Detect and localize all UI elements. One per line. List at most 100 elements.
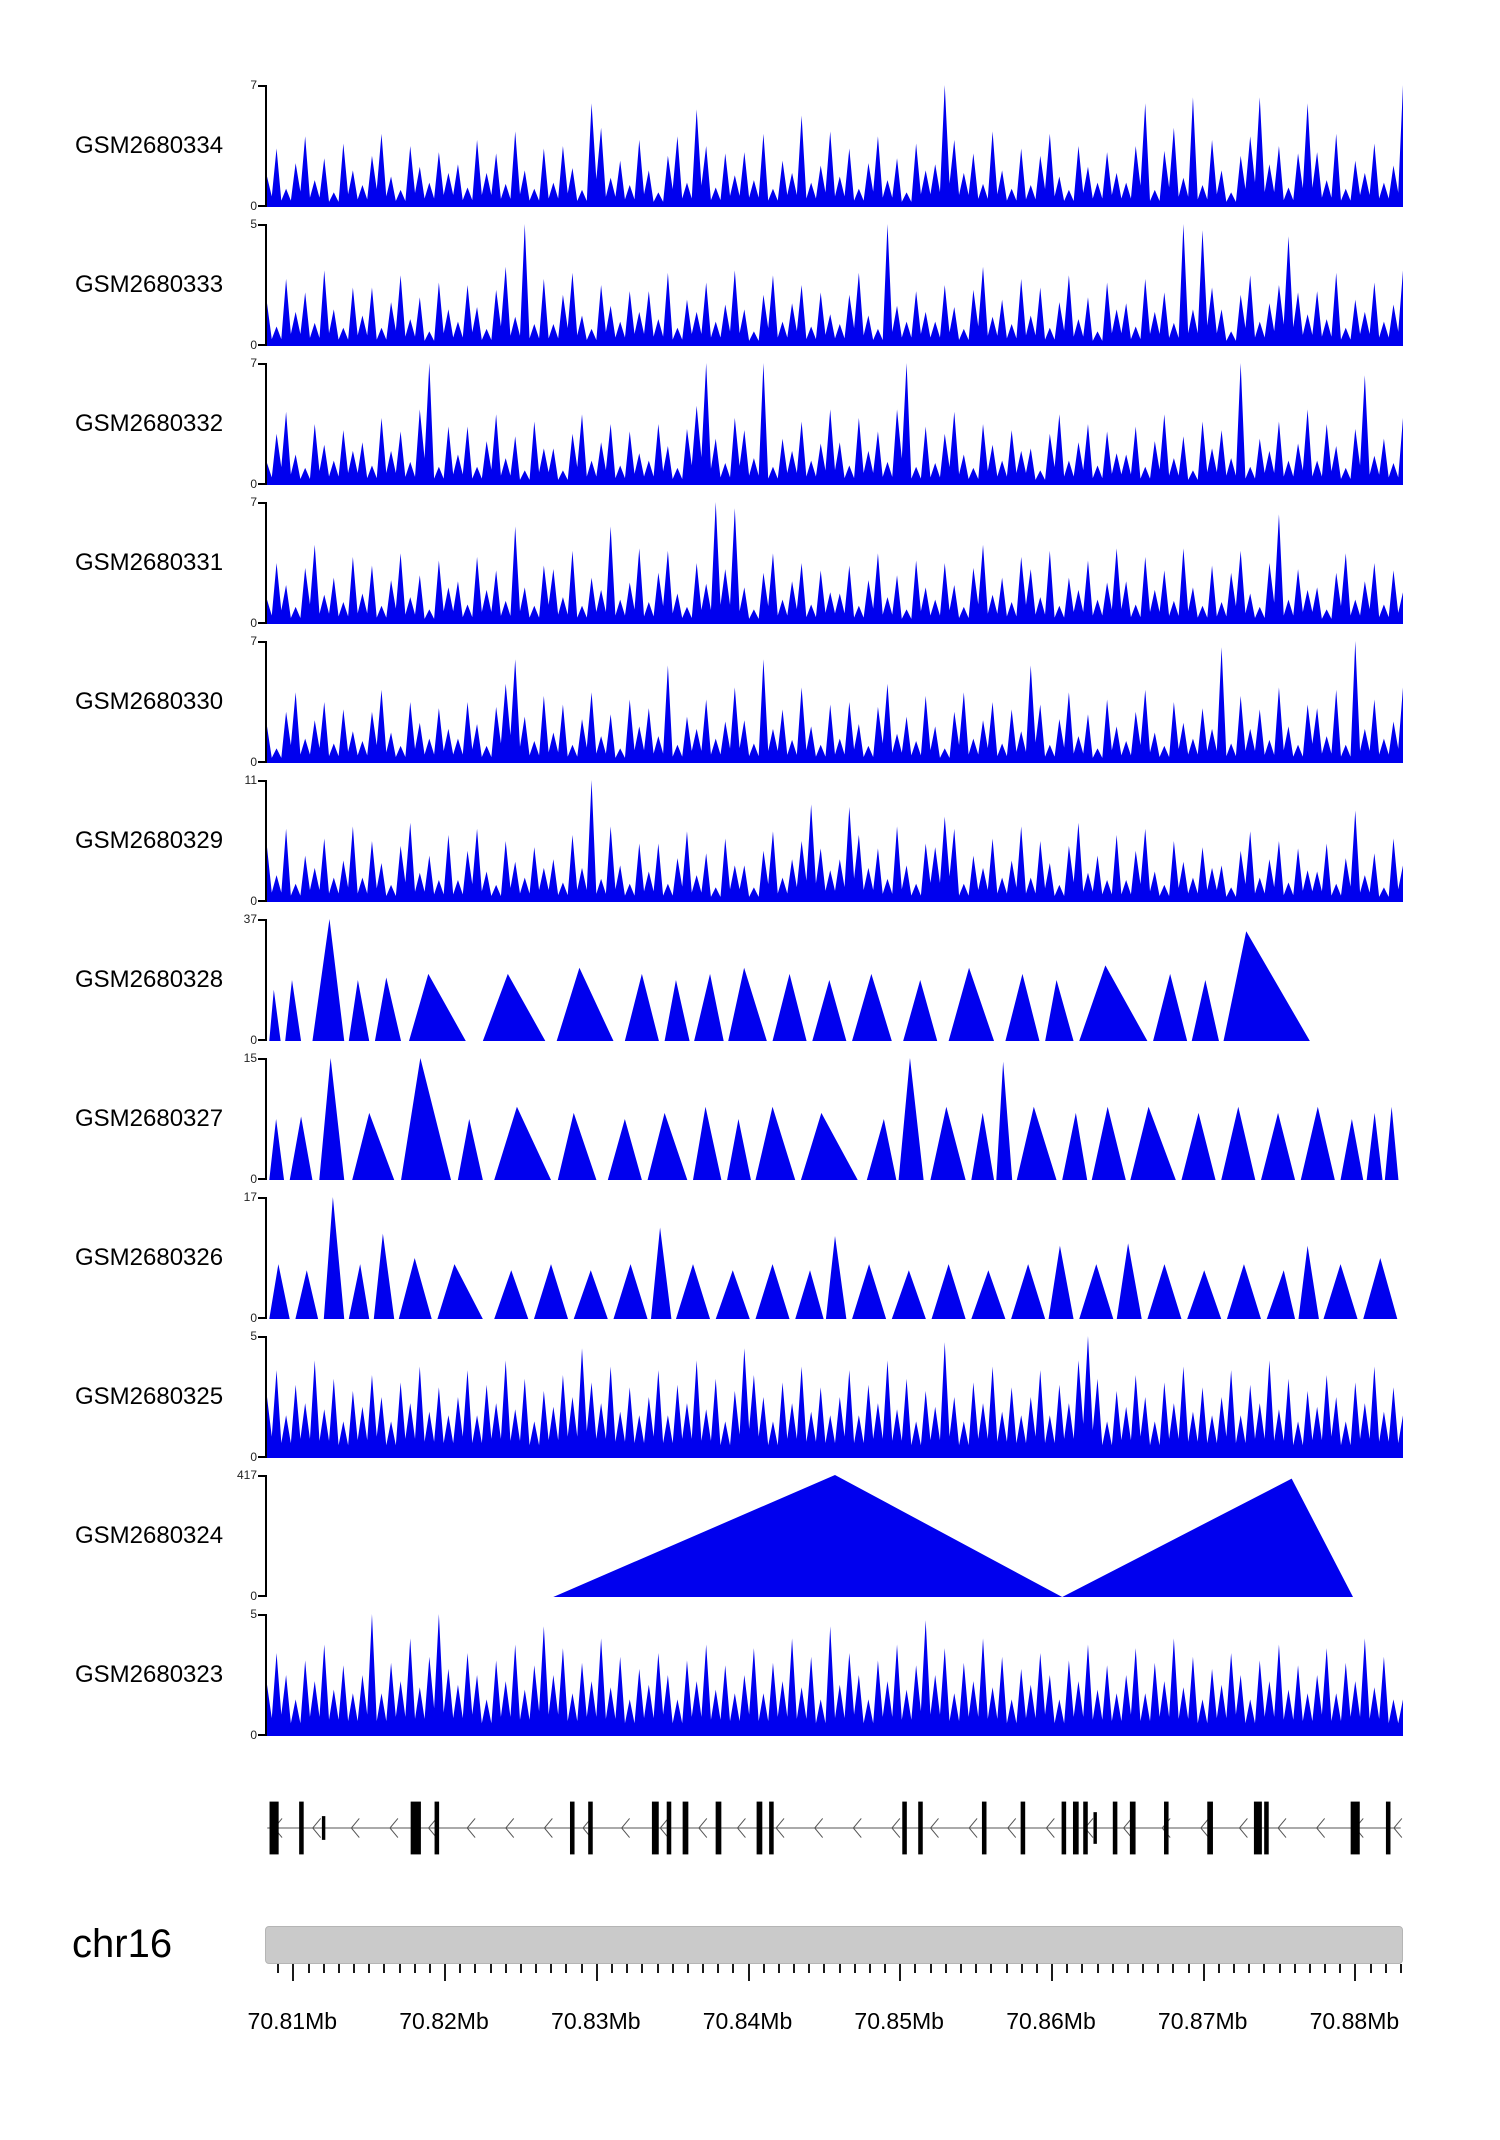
strand-arrow-icon: [776, 1818, 784, 1837]
axis-minor-tick: [1081, 1964, 1084, 1973]
y-axis-tick-zero: [258, 900, 265, 902]
axis-minor-tick: [914, 1964, 917, 1973]
strand-arrow-icon: [390, 1818, 398, 1837]
signal-area: [267, 502, 1403, 624]
axis-minor-tick: [1111, 1964, 1114, 1973]
exon-box: [299, 1801, 304, 1855]
y-axis-max-label: 7: [250, 495, 257, 509]
track-plot: [265, 641, 1403, 763]
track-row-GSM2680327: GSM2680327 15 0: [0, 1052, 1500, 1185]
axis-minor-tick: [959, 1964, 962, 1973]
axis-minor-tick: [793, 1964, 795, 1973]
axis-minor-tick: [641, 1964, 644, 1973]
chromosome-label: chr16: [72, 1922, 173, 1966]
y-axis-tick-max: [258, 780, 265, 782]
axis-minor-tick: [535, 1964, 538, 1973]
y-axis-tick-max: [258, 1058, 265, 1060]
axis-minor-tick: [762, 1964, 765, 1973]
coverage-signal: [267, 641, 1403, 763]
y-axis-tick-max: [258, 919, 265, 921]
axis-minor-tick: [1339, 1964, 1342, 1973]
exon-box: [756, 1801, 763, 1855]
track-label: GSM2680331: [75, 549, 224, 576]
axis-minor-tick: [307, 1964, 310, 1973]
y-axis-zero-label: 0: [250, 1172, 257, 1186]
exon-box: [1061, 1801, 1067, 1855]
exon-box: [1020, 1801, 1026, 1855]
exon-box: [918, 1801, 923, 1855]
axis-minor-tick: [853, 1964, 856, 1973]
axis-minor-tick: [1020, 1964, 1023, 1973]
y-axis-max-label: 37: [243, 912, 257, 926]
strand-arrow-icon: [853, 1818, 861, 1837]
coverage-signal: [269, 919, 1310, 1041]
axis-major-tick: [899, 1964, 902, 1981]
track-plot: [265, 1475, 1403, 1597]
axis-minor-tick: [580, 1964, 583, 1973]
y-axis-max-label: 5: [250, 1607, 257, 1621]
track-label: GSM2680324: [75, 1522, 224, 1549]
y-axis-max-label: 7: [250, 634, 257, 648]
axis-minor-tick: [1384, 1964, 1387, 1973]
axis-minor-tick: [519, 1964, 522, 1973]
axis-major-tick: [1051, 1964, 1053, 1981]
track-row-GSM2680334: GSM2680334 7 0: [0, 79, 1500, 212]
axis-tick-label: 70.83Mb: [551, 2008, 641, 2034]
y-axis-tick-max: [258, 502, 265, 504]
chromosome-ideogram: [265, 1926, 1403, 1964]
y-axis-zero-label: 0: [250, 477, 257, 491]
exon-box: [1083, 1801, 1088, 1855]
y-axis-tick-max: [258, 641, 265, 643]
axis-minor-tick: [777, 1964, 780, 1973]
axis-tick-label: 70.87Mb: [1157, 2008, 1248, 2034]
y-axis-tick-zero: [258, 344, 265, 346]
axis-tick-label: 70.86Mb: [1006, 2008, 1096, 2034]
axis-minor-tick: [1217, 1964, 1220, 1973]
track-plot: [265, 1614, 1403, 1736]
signal-area: [267, 1614, 1403, 1736]
track-plot: [265, 919, 1403, 1041]
strand-arrow-icon: [313, 1818, 321, 1837]
track-row-GSM2680324: GSM2680324 417 0: [0, 1469, 1500, 1602]
coverage-signal: [267, 1336, 1403, 1458]
axis-minor-tick: [808, 1964, 811, 1973]
strand-arrow-icon: [699, 1818, 707, 1837]
exon-box: [269, 1801, 279, 1855]
axis-minor-tick: [838, 1964, 841, 1973]
axis-minor-tick: [1369, 1964, 1372, 1973]
y-axis-max-label: 5: [250, 217, 257, 231]
y-axis-zero-label: 0: [250, 199, 257, 213]
axis-tick-label: 70.84Mb: [702, 2008, 793, 2034]
track-row-GSM2680333: GSM2680333 5 0: [0, 218, 1500, 351]
y-axis-tick-max: [258, 224, 265, 226]
track-label: GSM2680325: [75, 1383, 224, 1410]
axis-minor-tick: [337, 1964, 340, 1973]
axis-minor-tick: [1233, 1964, 1236, 1973]
axis-minor-tick: [944, 1964, 947, 1973]
axis-minor-tick: [702, 1964, 704, 1973]
axis-minor-tick: [626, 1964, 629, 1973]
coverage-signal: [267, 1614, 1403, 1736]
axis-minor-tick: [1187, 1964, 1190, 1973]
y-axis-max-label: 7: [250, 78, 257, 92]
y-axis-max-label: 17: [243, 1190, 257, 1204]
gene-model-svg: [265, 1801, 1403, 1855]
signal-area: [269, 919, 1310, 1041]
axis-minor-tick: [1293, 1964, 1296, 1973]
exon-box: [588, 1801, 593, 1855]
strand-arrow-icon: [969, 1818, 977, 1837]
exon-box: [1164, 1801, 1169, 1855]
track-row-GSM2680331: GSM2680331 7 0: [0, 496, 1500, 629]
coverage-signal: [269, 1058, 1399, 1180]
coverage-signal: [269, 1197, 1398, 1319]
exon-box: [769, 1801, 774, 1855]
y-axis-tick-zero: [258, 483, 265, 485]
axis-minor-tick: [368, 1964, 371, 1973]
axis-tick-label: 70.85Mb: [854, 2008, 944, 2034]
exon-box: [410, 1801, 421, 1855]
exon-box: [651, 1801, 659, 1855]
y-axis-tick-max: [258, 85, 265, 87]
y-axis-zero-label: 0: [250, 755, 257, 769]
axis-minor-tick: [717, 1964, 720, 1973]
